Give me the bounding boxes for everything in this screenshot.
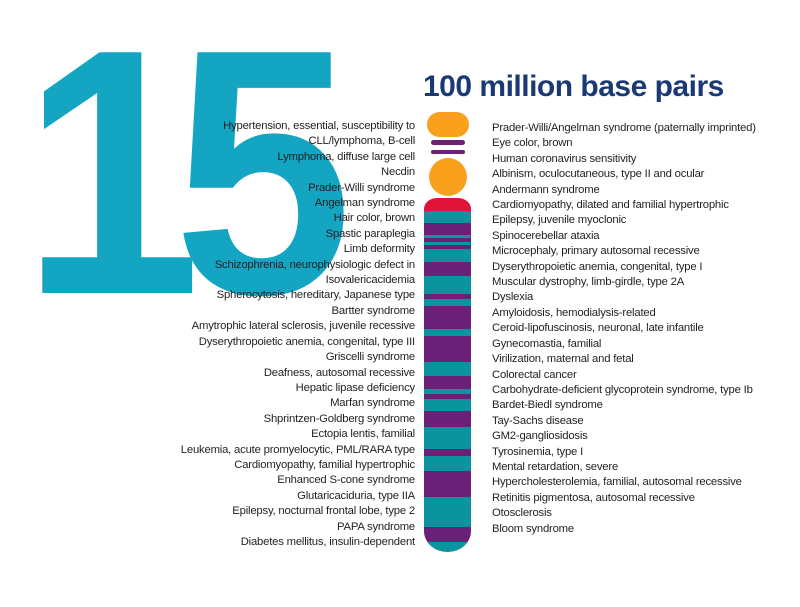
- disease-label-right: Prader-Willi/Angelman syndrome (paternal…: [492, 122, 756, 134]
- disease-list-right: Prader-Willi/Angelman syndrome (paternal…: [492, 121, 792, 537]
- chromosome-band-teal: [424, 389, 471, 394]
- chromosome-band-purple: [424, 294, 471, 299]
- disease-label-left: Hypertension, essential, susceptibility …: [223, 120, 415, 132]
- chromosome-band-teal: [424, 242, 471, 245]
- disease-list-left: Hypertension, essential, susceptibility …: [116, 119, 415, 550]
- chromosome-band-teal: [424, 456, 471, 471]
- disease-label-left: Cardiomyopathy, familial hypertrophic: [234, 458, 415, 471]
- disease-label-right: Muscular dystrophy, limb-girdle, type 2A: [492, 276, 685, 289]
- disease-label-left: Isovalericacidemia: [325, 274, 416, 287]
- disease-label-left: Necdin: [381, 166, 415, 179]
- disease-label-left: Lymphoma, diffuse large cell: [277, 150, 415, 163]
- chromosome-stalk-line-1: [430, 140, 465, 145]
- chromosome-band-purple: [424, 471, 471, 497]
- disease-label-left: Shprintzen-Goldberg syndrome: [263, 412, 416, 425]
- disease-label-left: Limb deformity: [343, 243, 415, 256]
- chromosome-band-purple: [424, 306, 471, 329]
- chromosome-band-teal: [424, 362, 471, 376]
- chromosome-band-teal: [424, 276, 471, 294]
- disease-label-left: Leukemia, acute promyelocytic, PML/RARA …: [180, 443, 415, 456]
- disease-label-right: Mental retardation, severe: [492, 460, 619, 473]
- disease-label-left: PAPA syndrome: [337, 520, 415, 533]
- disease-label-right: Colorectal cancer: [492, 368, 577, 381]
- disease-label-right: Epilepsy, juvenile myoclonic: [492, 214, 627, 227]
- disease-label-right: Otosclerosis: [492, 507, 552, 520]
- chromosome-stalk-line-2: [430, 149, 465, 154]
- disease-label-left: Hair color, brown: [333, 212, 416, 225]
- chromosome-band-purple: [424, 238, 471, 242]
- disease-label-right: Ceroid-lipofuscinosis, neuronal, late in…: [492, 322, 704, 335]
- disease-label-left: Angelman syndrome: [314, 197, 415, 210]
- chromosome-body: [424, 198, 471, 552]
- chromosome-band-red: [424, 198, 471, 211]
- disease-label-right: Hypercholesterolemia, familial, autosoma…: [492, 476, 742, 489]
- disease-label-right: Carbohydrate-deficient glycoprotein synd…: [492, 383, 753, 396]
- disease-label-left: CLL/lymphoma, B-cell: [308, 135, 416, 148]
- chromosome-band-teal: [424, 299, 471, 306]
- disease-label-right: Albinism, oculocutaneous, type II and oc…: [492, 168, 705, 181]
- disease-label-right: Retinitis pigmentosa, autosomal recessiv…: [492, 491, 695, 504]
- disease-label-right: Andermann syndrome: [492, 183, 600, 196]
- chromosome-number: 15: [22, 0, 353, 368]
- chromosome-band-teal: [424, 249, 471, 262]
- disease-label-left: Prader-Willi syndrome: [308, 181, 415, 194]
- disease-label-right: Virilization, maternal and fetal: [492, 353, 634, 366]
- disease-label-left: Marfan syndrome: [330, 397, 415, 410]
- disease-label-left: Hepatic lipase deficiency: [295, 381, 416, 394]
- chromosome-band-teal: [424, 329, 471, 336]
- disease-label-left: Ectopia lentis, familial: [311, 428, 415, 441]
- chromosome-band-purple: [424, 411, 471, 427]
- disease-label-left: Dyserythropoietic anemia, congenital, ty…: [198, 335, 415, 348]
- disease-label-right: Human coronavirus sensitivity: [492, 152, 637, 165]
- disease-label-left: Deafness, autosomal recessive: [263, 366, 415, 379]
- disease-label-left: Griscelli syndrome: [325, 351, 416, 364]
- disease-label-left: Enhanced S-cone syndrome: [277, 474, 415, 487]
- disease-label-right: Microcephaly, primary autosomal recessiv…: [492, 245, 700, 258]
- disease-label-left: Spastic paraplegia: [325, 227, 416, 240]
- disease-label-right: Amyloidosis, hemodialysis-related: [492, 306, 656, 319]
- disease-label-left: Bartter syndrome: [331, 304, 416, 317]
- chromosome-band-purple: [424, 527, 471, 542]
- chromosome-band-teal: [424, 211, 471, 223]
- page-title: 100 million base pairs: [423, 70, 724, 103]
- disease-label-left: Schizophrenia, neurophysiologic defect i…: [214, 258, 415, 271]
- disease-label-right: Spinocerebellar ataxia: [492, 229, 600, 242]
- chromosome-band-purple: [424, 376, 471, 389]
- chromosome-band-purple: [424, 449, 471, 456]
- chromosome-band-teal: [424, 235, 471, 238]
- chromosome-ideogram: [424, 112, 471, 552]
- disease-label-right: Bloom syndrome: [492, 522, 574, 535]
- disease-label-right: Bardet-Biedl syndrome: [492, 399, 603, 412]
- disease-label-right: Eye color, brown: [492, 137, 573, 150]
- disease-label-right: Dyserythropoietic anemia, congenital, ty…: [492, 260, 703, 273]
- disease-label-left: Spherocytosis, hereditary, Japanese type: [216, 289, 416, 302]
- disease-label-right: Tyrosinemia, type I: [492, 445, 584, 458]
- chromosome-satellite-knob: [426, 112, 469, 137]
- chromosome-satellite-circle: [428, 158, 467, 196]
- chromosome-band-purple: [424, 336, 471, 362]
- disease-label-right: Tay-Sachs disease: [492, 414, 584, 427]
- disease-label-left: Epilepsy, nocturnal frontal lobe, type 2: [232, 505, 415, 518]
- chromosome-band-purple: [424, 223, 471, 235]
- disease-label-right: Dyslexia: [492, 291, 534, 304]
- disease-label-right: Gynecomastia, familial: [492, 337, 602, 350]
- chromosome-band-purple: [424, 262, 471, 276]
- disease-label-left: Glutaricaciduria, type IIA: [297, 489, 415, 502]
- chromosome-band-teal: [424, 427, 471, 449]
- disease-label-right: GM2-gangliosidosis: [492, 430, 588, 443]
- disease-label-left: Amytrophic lateral sclerosis, juvenile r…: [191, 320, 416, 333]
- chromosome-band-purple: [424, 245, 471, 249]
- disease-label-left: Diabetes mellitus, insulin-dependent: [240, 535, 415, 548]
- chromosome-band-teal: [424, 399, 471, 411]
- chromosome-band-purple: [424, 394, 471, 399]
- chromosome-band-teal: [424, 497, 471, 527]
- chromosome-band-teal: [424, 542, 471, 552]
- disease-label-right: Cardiomyopathy, dilated and familial hyp…: [492, 199, 729, 212]
